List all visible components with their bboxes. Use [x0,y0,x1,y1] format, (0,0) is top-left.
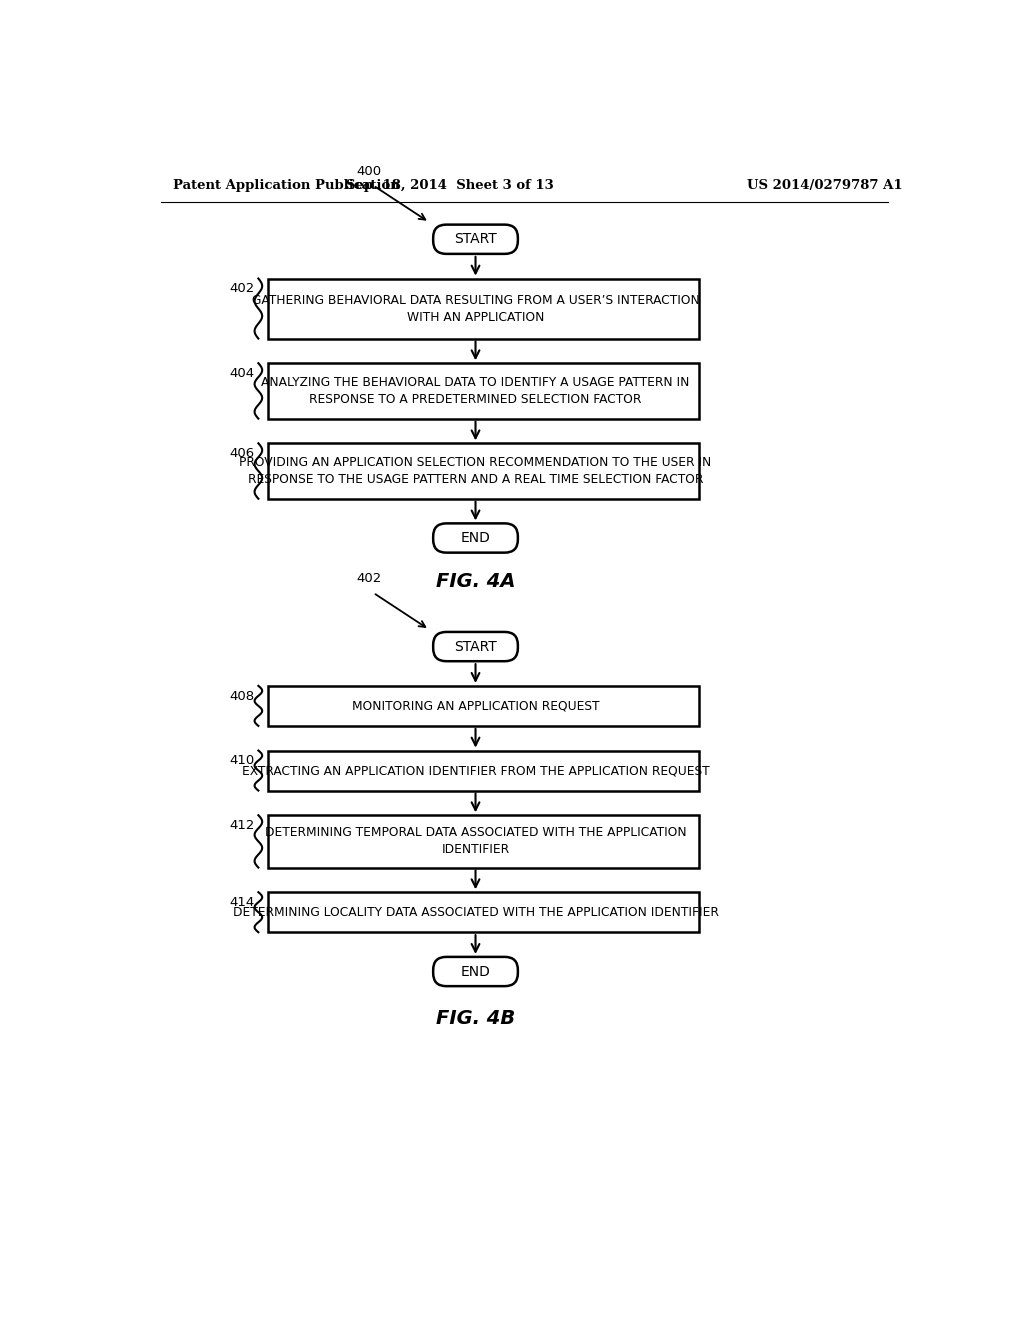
Text: Patent Application Publication: Patent Application Publication [173,178,399,191]
Text: US 2014/0279787 A1: US 2014/0279787 A1 [746,178,902,191]
Text: 402: 402 [356,572,381,585]
Text: GATHERING BEHAVIORAL DATA RESULTING FROM A USER’S INTERACTION
WITH AN APPLICATIO: GATHERING BEHAVIORAL DATA RESULTING FROM… [252,293,699,323]
Text: DETERMINING LOCALITY DATA ASSOCIATED WITH THE APPLICATION IDENTIFIER: DETERMINING LOCALITY DATA ASSOCIATED WIT… [232,906,719,919]
Bar [267,816,698,867]
Text: 410: 410 [229,755,254,767]
Text: START: START [455,232,497,247]
Text: DETERMINING TEMPORAL DATA ASSOCIATED WITH THE APPLICATION
IDENTIFIER: DETERMINING TEMPORAL DATA ASSOCIATED WIT… [265,826,686,857]
Text: FIG. 4A: FIG. 4A [436,573,515,591]
Bar [267,686,698,726]
Text: MONITORING AN APPLICATION REQUEST: MONITORING AN APPLICATION REQUEST [352,700,599,713]
Text: START: START [455,640,497,653]
Text: PROVIDING AN APPLICATION SELECTION RECOMMENDATION TO THE USER IN
RESPONSE TO THE: PROVIDING AN APPLICATION SELECTION RECOM… [240,455,712,486]
Text: 400: 400 [356,165,381,178]
Text: 404: 404 [229,367,254,380]
Bar [267,279,698,339]
Bar [267,444,698,499]
Text: 406: 406 [229,447,254,461]
FancyBboxPatch shape [433,524,518,553]
FancyBboxPatch shape [433,224,518,253]
Text: 408: 408 [229,689,254,702]
Bar [267,363,698,418]
FancyBboxPatch shape [433,632,518,661]
Bar [267,751,698,791]
FancyBboxPatch shape [433,957,518,986]
Text: EXTRACTING AN APPLICATION IDENTIFIER FROM THE APPLICATION REQUEST: EXTRACTING AN APPLICATION IDENTIFIER FRO… [242,764,710,777]
Text: ANALYZING THE BEHAVIORAL DATA TO IDENTIFY A USAGE PATTERN IN
RESPONSE TO A PREDE: ANALYZING THE BEHAVIORAL DATA TO IDENTIF… [261,376,690,407]
Text: END: END [461,965,490,978]
Text: 414: 414 [229,896,254,909]
Text: END: END [461,531,490,545]
Text: 412: 412 [229,818,255,832]
Text: 402: 402 [229,282,254,296]
Text: Sep. 18, 2014  Sheet 3 of 13: Sep. 18, 2014 Sheet 3 of 13 [346,178,554,191]
Text: FIG. 4B: FIG. 4B [436,1008,515,1028]
Bar [267,892,698,932]
